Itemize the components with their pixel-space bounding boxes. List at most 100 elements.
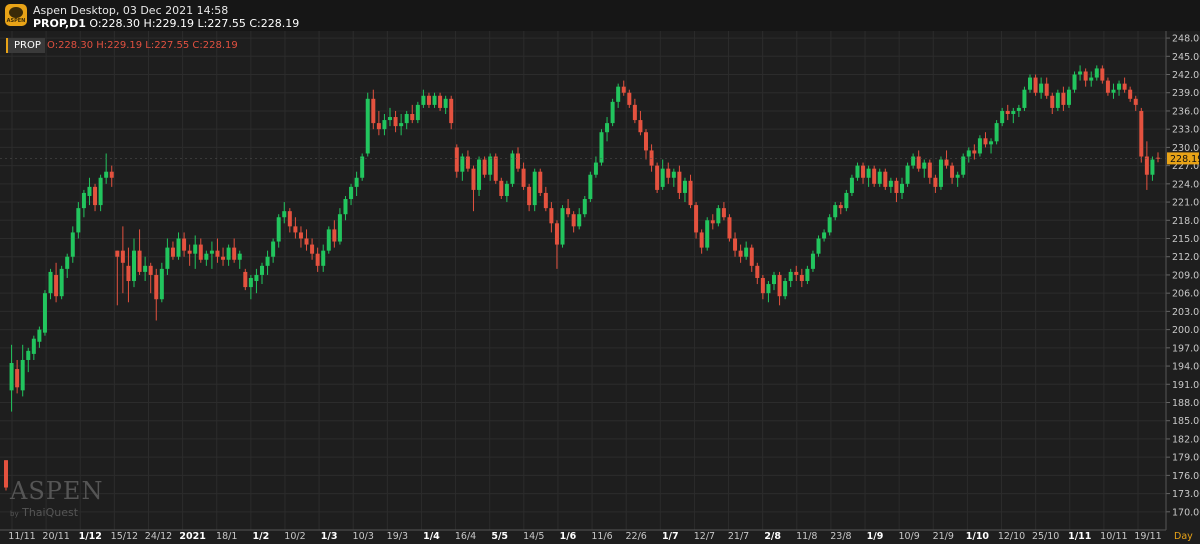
candle-body (165, 247, 170, 269)
candle-body (349, 186, 354, 200)
candle-body (649, 150, 654, 166)
candle-body (310, 244, 315, 254)
candle-body (1117, 83, 1122, 90)
candle-body (866, 168, 871, 178)
x-tick-label: 1/9 (867, 531, 884, 542)
candle-body (232, 247, 237, 260)
candle-body (560, 208, 565, 245)
candle-body (582, 199, 587, 215)
candle-body (449, 98, 454, 124)
candle-body (532, 171, 537, 206)
current-price-tag (1167, 152, 1199, 165)
y-tick-label: 182.00 (1172, 434, 1200, 445)
symbol-tag[interactable]: PROP (6, 38, 45, 53)
chart-area[interactable]: 248.00 245.00 242.00 239.00 236.00 233.00 230.… (0, 31, 1200, 544)
candle-body (1055, 92, 1060, 108)
candle-body (1050, 95, 1055, 108)
candle-body (471, 168, 476, 190)
candle-body (727, 217, 732, 239)
candle-body (70, 232, 75, 257)
candle-body (733, 238, 738, 251)
y-tick-label: 179.00 (1172, 453, 1200, 464)
candle-body (822, 232, 827, 239)
candle-body (1144, 156, 1149, 175)
candle-body (1100, 68, 1105, 81)
candle-body (905, 165, 910, 184)
candle-body (1089, 77, 1094, 81)
candle-body (955, 174, 960, 178)
candle-body (566, 208, 571, 215)
candle-body (109, 171, 114, 178)
candle-body (371, 98, 376, 124)
candle-body (838, 205, 843, 209)
candle-body (744, 247, 749, 257)
candle-body (337, 214, 342, 242)
candle-body (265, 256, 270, 266)
candle-body (977, 138, 982, 154)
x-tick-label: 21/9 (933, 531, 954, 542)
x-tick-label: 1/2 (252, 531, 269, 542)
candle-body (549, 208, 554, 224)
candle-body (1078, 71, 1083, 75)
y-tick-label: 188.00 (1172, 398, 1200, 409)
candle-body (916, 156, 921, 169)
x-tick-label: 12/10 (998, 531, 1025, 542)
candle-body (382, 120, 387, 130)
legend-ohlc: O:228.30 H:229.19 L:227.55 C:228.19 (47, 40, 238, 51)
candle-body (888, 180, 893, 187)
y-tick-label: 212.00 (1172, 252, 1200, 263)
candle-body (805, 268, 810, 282)
candle-body (521, 168, 526, 187)
candle-body (777, 274, 782, 297)
x-tick-label: 11/11 (8, 531, 35, 542)
y-tick-label: 176.00 (1172, 471, 1200, 482)
candle-body (98, 177, 103, 206)
x-tick-label: 21/7 (728, 531, 749, 542)
candle-body (254, 274, 259, 282)
x-tick-label: 2021 (179, 531, 205, 542)
candle-body (699, 232, 704, 248)
candle-body (499, 180, 504, 196)
candle-body (989, 141, 994, 145)
candle-body (894, 180, 899, 193)
candle-body (81, 192, 86, 209)
y-tick-label: 227.00 (1172, 161, 1200, 172)
candle-body (482, 159, 487, 175)
x-tick-label: 10/3 (353, 531, 374, 542)
candle-body (1011, 110, 1016, 114)
candle-body (1139, 110, 1144, 157)
candle-body (460, 156, 465, 172)
candle-body (93, 186, 98, 206)
candle-body (1094, 68, 1099, 78)
window-title: Aspen Desktop, 03 Dec 2021 14:58 (33, 4, 229, 17)
candle-body (538, 171, 543, 193)
x-tick-label: 19/11 (1134, 531, 1161, 542)
candle-body (115, 250, 120, 257)
candle-body (432, 95, 437, 105)
candle-body (577, 214, 582, 227)
candle-body (799, 274, 804, 282)
candle-body (516, 153, 520, 169)
candle-body (900, 183, 904, 193)
x-tick-label: 1/6 (560, 531, 577, 542)
candle-body (132, 250, 136, 282)
candle-body (260, 265, 264, 275)
candle-body (293, 226, 298, 233)
candle-body (983, 138, 988, 145)
x-tick-label: 2/8 (764, 531, 781, 542)
candle-body (1066, 89, 1071, 105)
candle-body (248, 277, 253, 288)
x-tick-label: 10/2 (284, 531, 305, 542)
candle-body (31, 338, 36, 354)
candle-body (154, 274, 159, 300)
candle-body (833, 205, 838, 218)
candle-body (26, 350, 31, 360)
candle-body (1083, 71, 1088, 81)
candle-body (766, 284, 771, 294)
y-tick-label: 185.00 (1172, 416, 1200, 427)
candle-body (527, 186, 532, 206)
candlestick-chart[interactable]: 248.00 245.00 242.00 239.00 236.00 233.00 230.… (0, 31, 1200, 544)
candle-body (554, 223, 559, 245)
candle-body (376, 123, 381, 130)
candle-body (994, 123, 999, 142)
